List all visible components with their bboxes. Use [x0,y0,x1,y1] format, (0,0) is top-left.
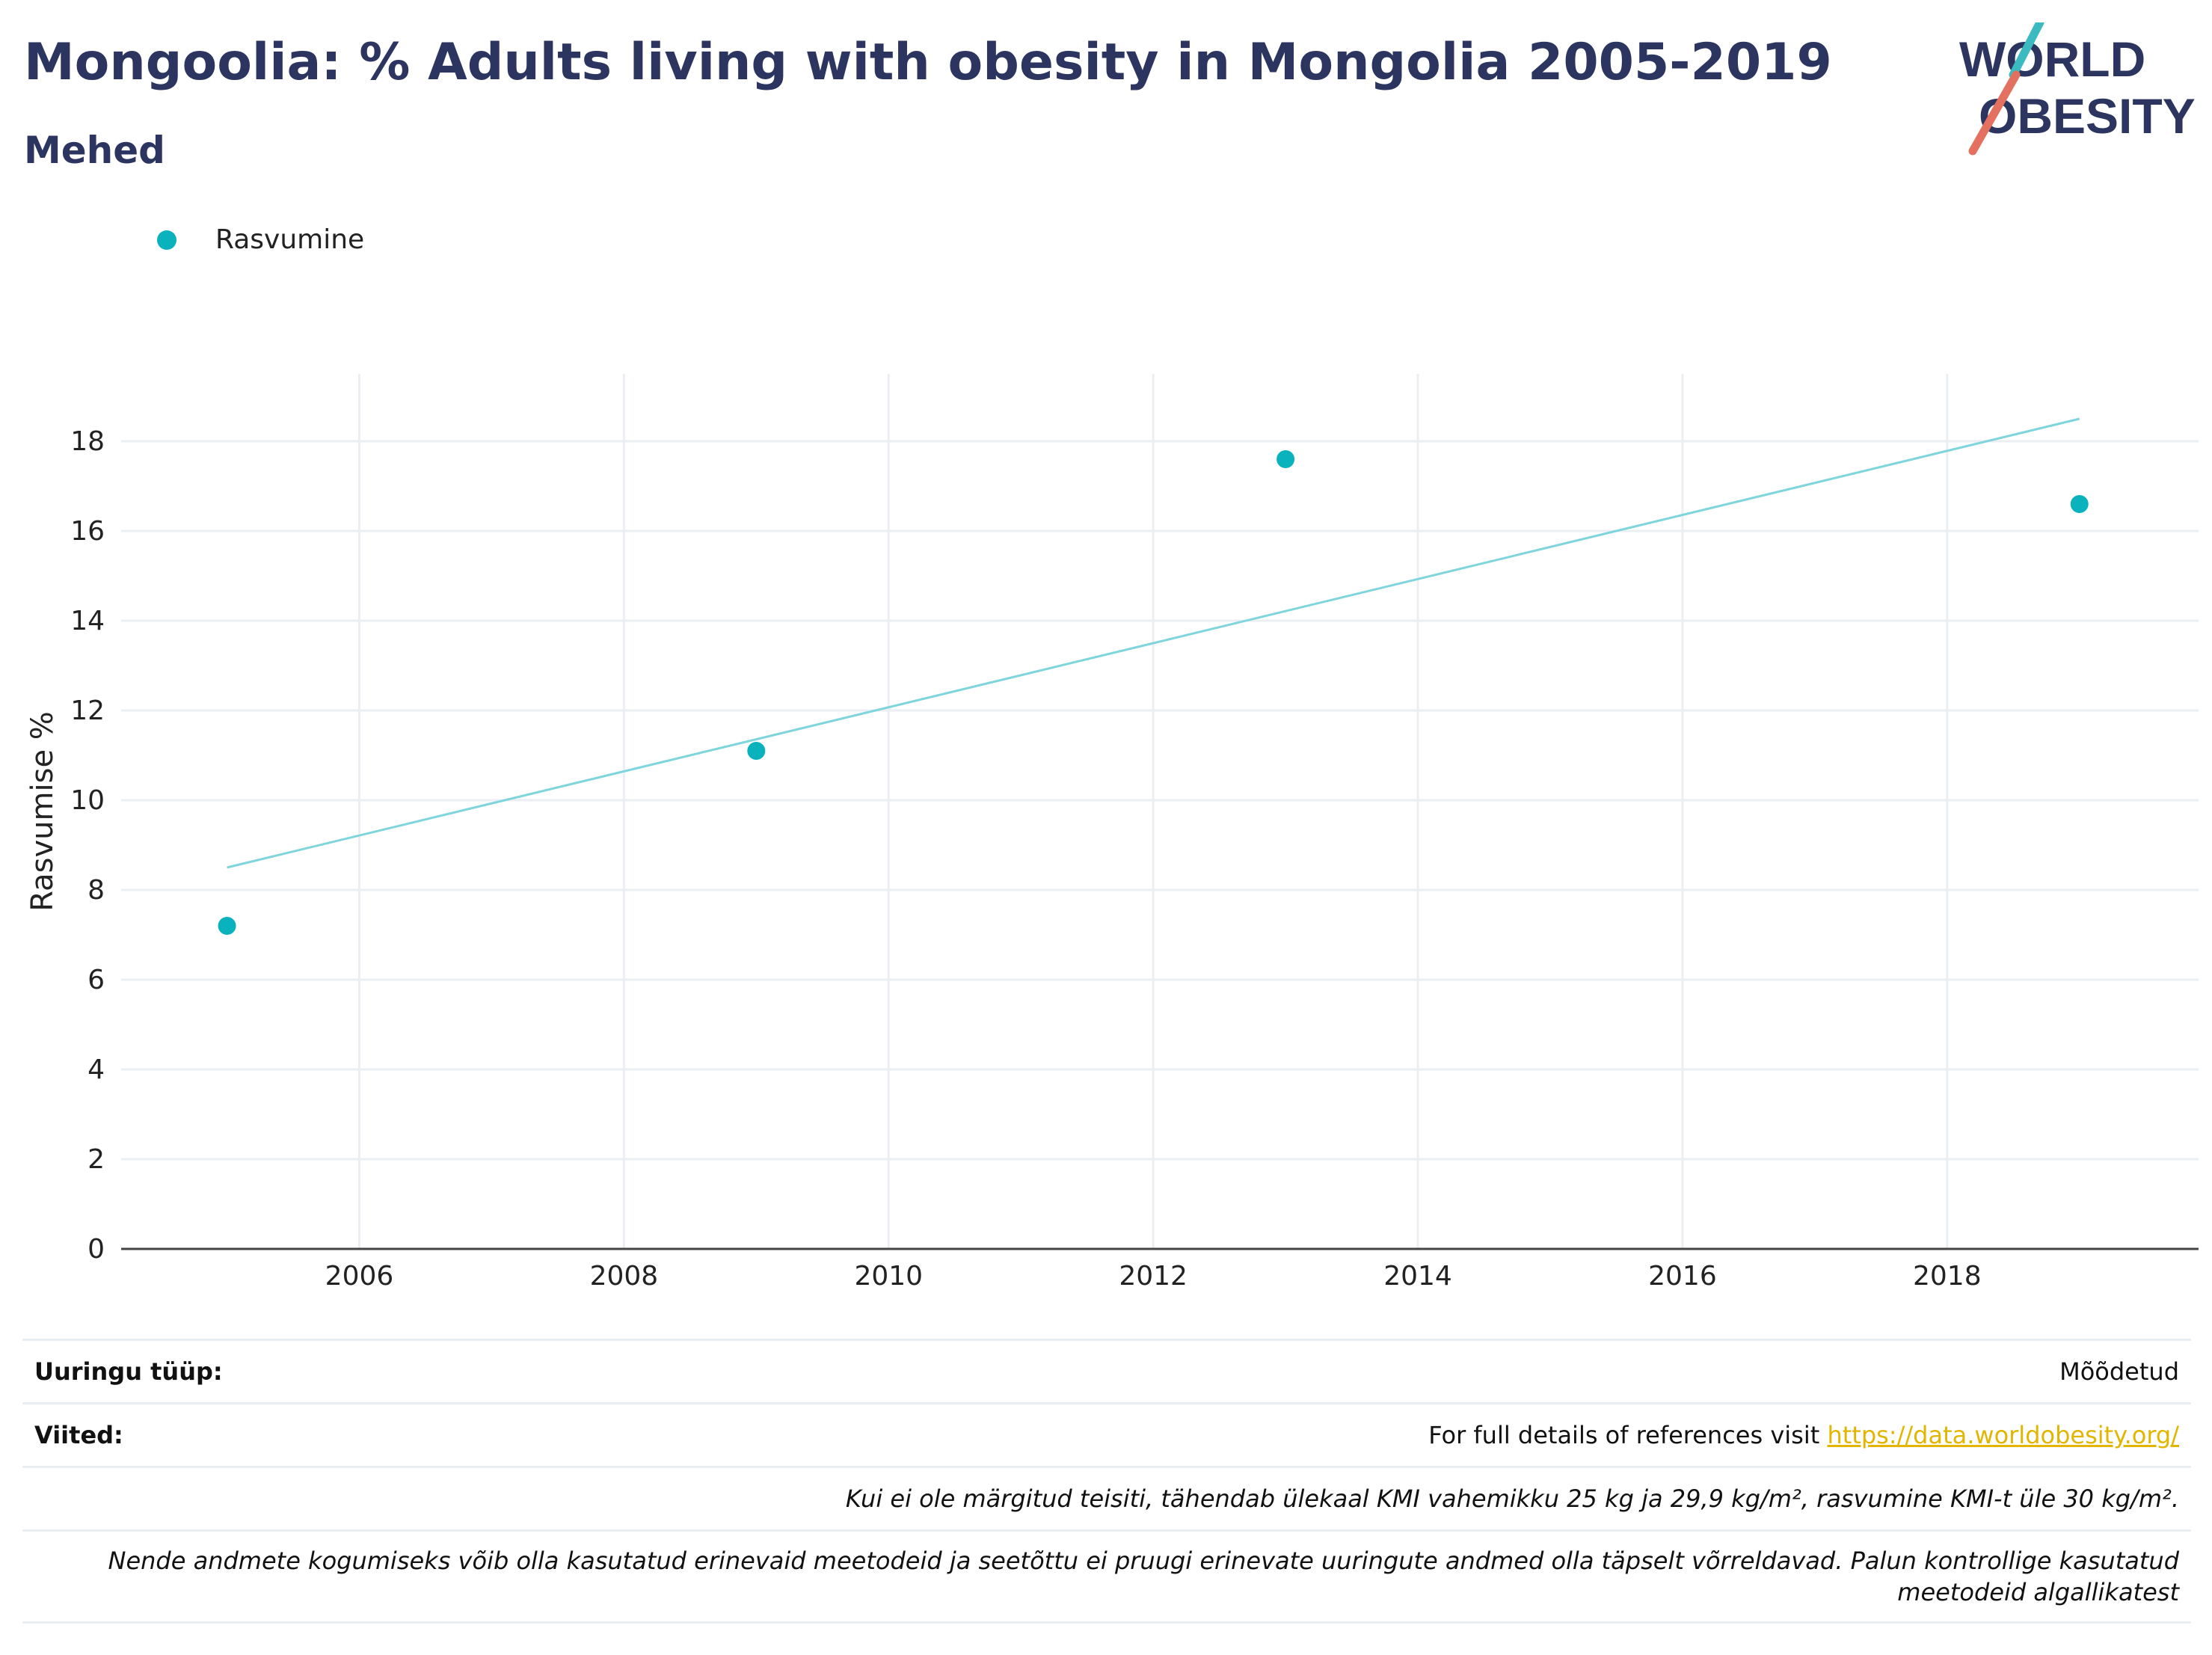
svg-text:OBESITY: OBESITY [1979,88,2196,144]
references-label: Viited: [34,1421,123,1449]
chart-subtitle: Mehed [24,129,165,172]
definition-note: Kui ei ole märgitud teisiti, tähendab ül… [845,1484,2179,1513]
info-table: Uuringu tüüp: Mõõdetud Viited: For full … [22,1339,2191,1624]
data-point [2070,495,2089,513]
x-tick-label: 2008 [590,1261,659,1292]
survey-type-label: Uuringu tüüp: [34,1357,223,1386]
y-tick-label: 8 [87,875,105,906]
x-tick-label: 2010 [854,1261,923,1292]
x-tick-label: 2012 [1119,1261,1188,1292]
svg-text:WORLD: WORLD [1959,31,2145,87]
data-point [218,917,236,935]
scatter-chart: 0 2 4 6 8 10 12 14 16 18 2006 2008 2010 2012 2014 2016 2… [25,374,2199,1292]
y-tick-label: 2 [87,1144,105,1175]
data-point [747,742,766,760]
trend-line [227,417,2080,869]
x-tick-label: 2014 [1383,1261,1452,1292]
y-tick-label: 0 [87,1234,105,1265]
legend-marker [157,230,176,250]
survey-type-value: Mõõdetud [2059,1357,2179,1386]
x-tick-label: 2006 [325,1261,394,1292]
chart-title: Mongoolia: % Adults living with obesity … [24,33,1832,92]
y-tick-label: 14 [70,606,105,636]
references-link[interactable]: https://data.worldobesity.org/ [1827,1421,2179,1449]
x-tick-label: 2018 [1913,1261,1982,1292]
world-obesity-logo: WORLD OBESITY [1959,22,2196,156]
references-text: For full details of references visit [1428,1421,1828,1449]
y-tick-label: 4 [87,1054,105,1085]
y-tick-label: 12 [70,696,105,726]
legend: Rasvumine [157,224,364,255]
data-point [1276,450,1295,468]
y-tick-label: 16 [70,516,105,547]
references-row: Viited: For full details of references v… [22,1402,2191,1466]
methods-note-row: Nende andmete kogumiseks võib olla kasut… [22,1529,2191,1624]
survey-type-row: Uuringu tüüp: Mõõdetud [22,1339,2191,1402]
y-tick-label: 10 [70,785,105,816]
methods-note: Nende andmete kogumiseks võib olla kasut… [108,1547,2180,1606]
references-value: For full details of references visit htt… [1428,1421,2179,1449]
y-axis-label: Rasvumise % [25,711,60,912]
y-tick-label: 6 [87,965,105,995]
definition-note-row: Kui ei ole märgitud teisiti, tähendab ül… [22,1466,2191,1529]
y-tick-label: 18 [70,426,105,457]
x-tick-label: 2016 [1648,1261,1717,1292]
legend-label: Rasvumine [215,224,365,255]
